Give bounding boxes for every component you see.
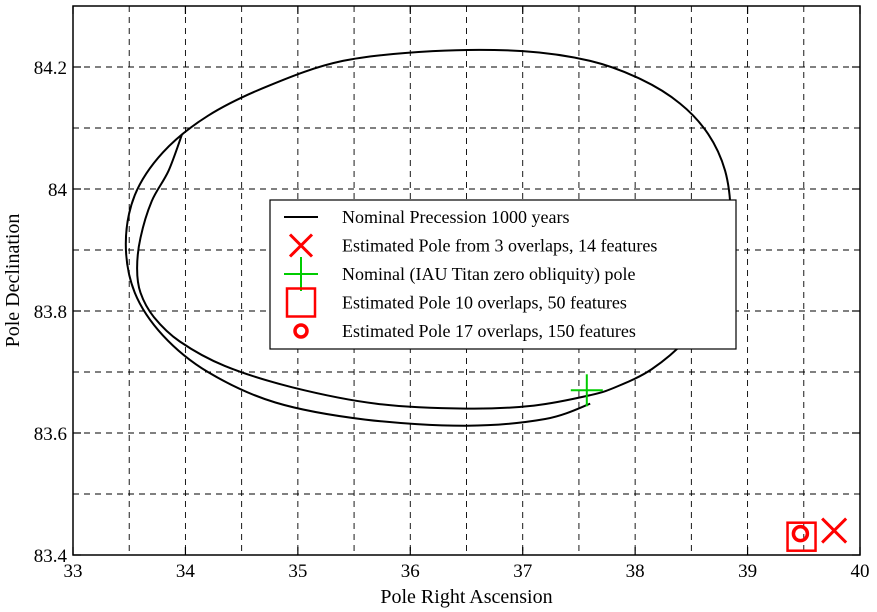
precession-curve [124, 48, 732, 427]
legend-entry-label: Estimated Pole from 3 overlaps, 14 featu… [342, 236, 657, 256]
x-tick-label: 38 [626, 561, 645, 582]
x-tick-label: 34 [176, 561, 196, 582]
x-tick-label: 37 [513, 561, 532, 582]
legend-circle-swatch [293, 323, 309, 339]
legend: Nominal Precession 1000 years Estimated P… [269, 199, 737, 350]
legend-x-swatch [288, 233, 314, 258]
y-axis-label: Pole Declination [2, 214, 24, 348]
x-marker-stroke [821, 517, 848, 544]
x-tick-label: 39 [738, 561, 757, 582]
axis-ticks: 33 34 35 36 37 38 39 40 83.4 83.6 83.8 84 84.2 [34, 6, 870, 582]
y-tick-label: 84 [48, 180, 68, 201]
x-tick-label: 33 [64, 561, 83, 582]
legend-box [269, 199, 737, 350]
circle-marker-point [791, 524, 810, 543]
legend-entry-label: Estimated Pole 17 overlaps, 150 features [342, 321, 636, 341]
y-tick-label: 83.6 [34, 424, 67, 445]
x-marker-stroke [288, 233, 314, 258]
legend-entry-label: Estimated Pole 10 overlaps, 50 features [342, 293, 627, 313]
y-tick-label: 83.8 [34, 302, 67, 323]
legend-plus-swatch [284, 257, 318, 291]
x-tick-label: 36 [401, 561, 420, 582]
x-marker-point [821, 517, 848, 544]
y-tick-label: 84.2 [34, 58, 67, 79]
x-axis-label: Pole Right Ascension [380, 586, 552, 608]
legend-entry-label: Nominal Precession 1000 years [342, 207, 569, 227]
plus-marker-point [570, 374, 603, 407]
y-tick-label: 83.4 [34, 546, 68, 567]
square-marker-point [786, 521, 817, 552]
legend-entry-label: Nominal (IAU Titan zero obliquity) pole [342, 264, 635, 285]
series-layer [124, 48, 848, 552]
legend-square-swatch [285, 287, 317, 318]
plot-area-frame [72, 5, 861, 556]
x-tick-label: 40 [851, 561, 870, 582]
x-tick-label: 35 [288, 561, 307, 582]
